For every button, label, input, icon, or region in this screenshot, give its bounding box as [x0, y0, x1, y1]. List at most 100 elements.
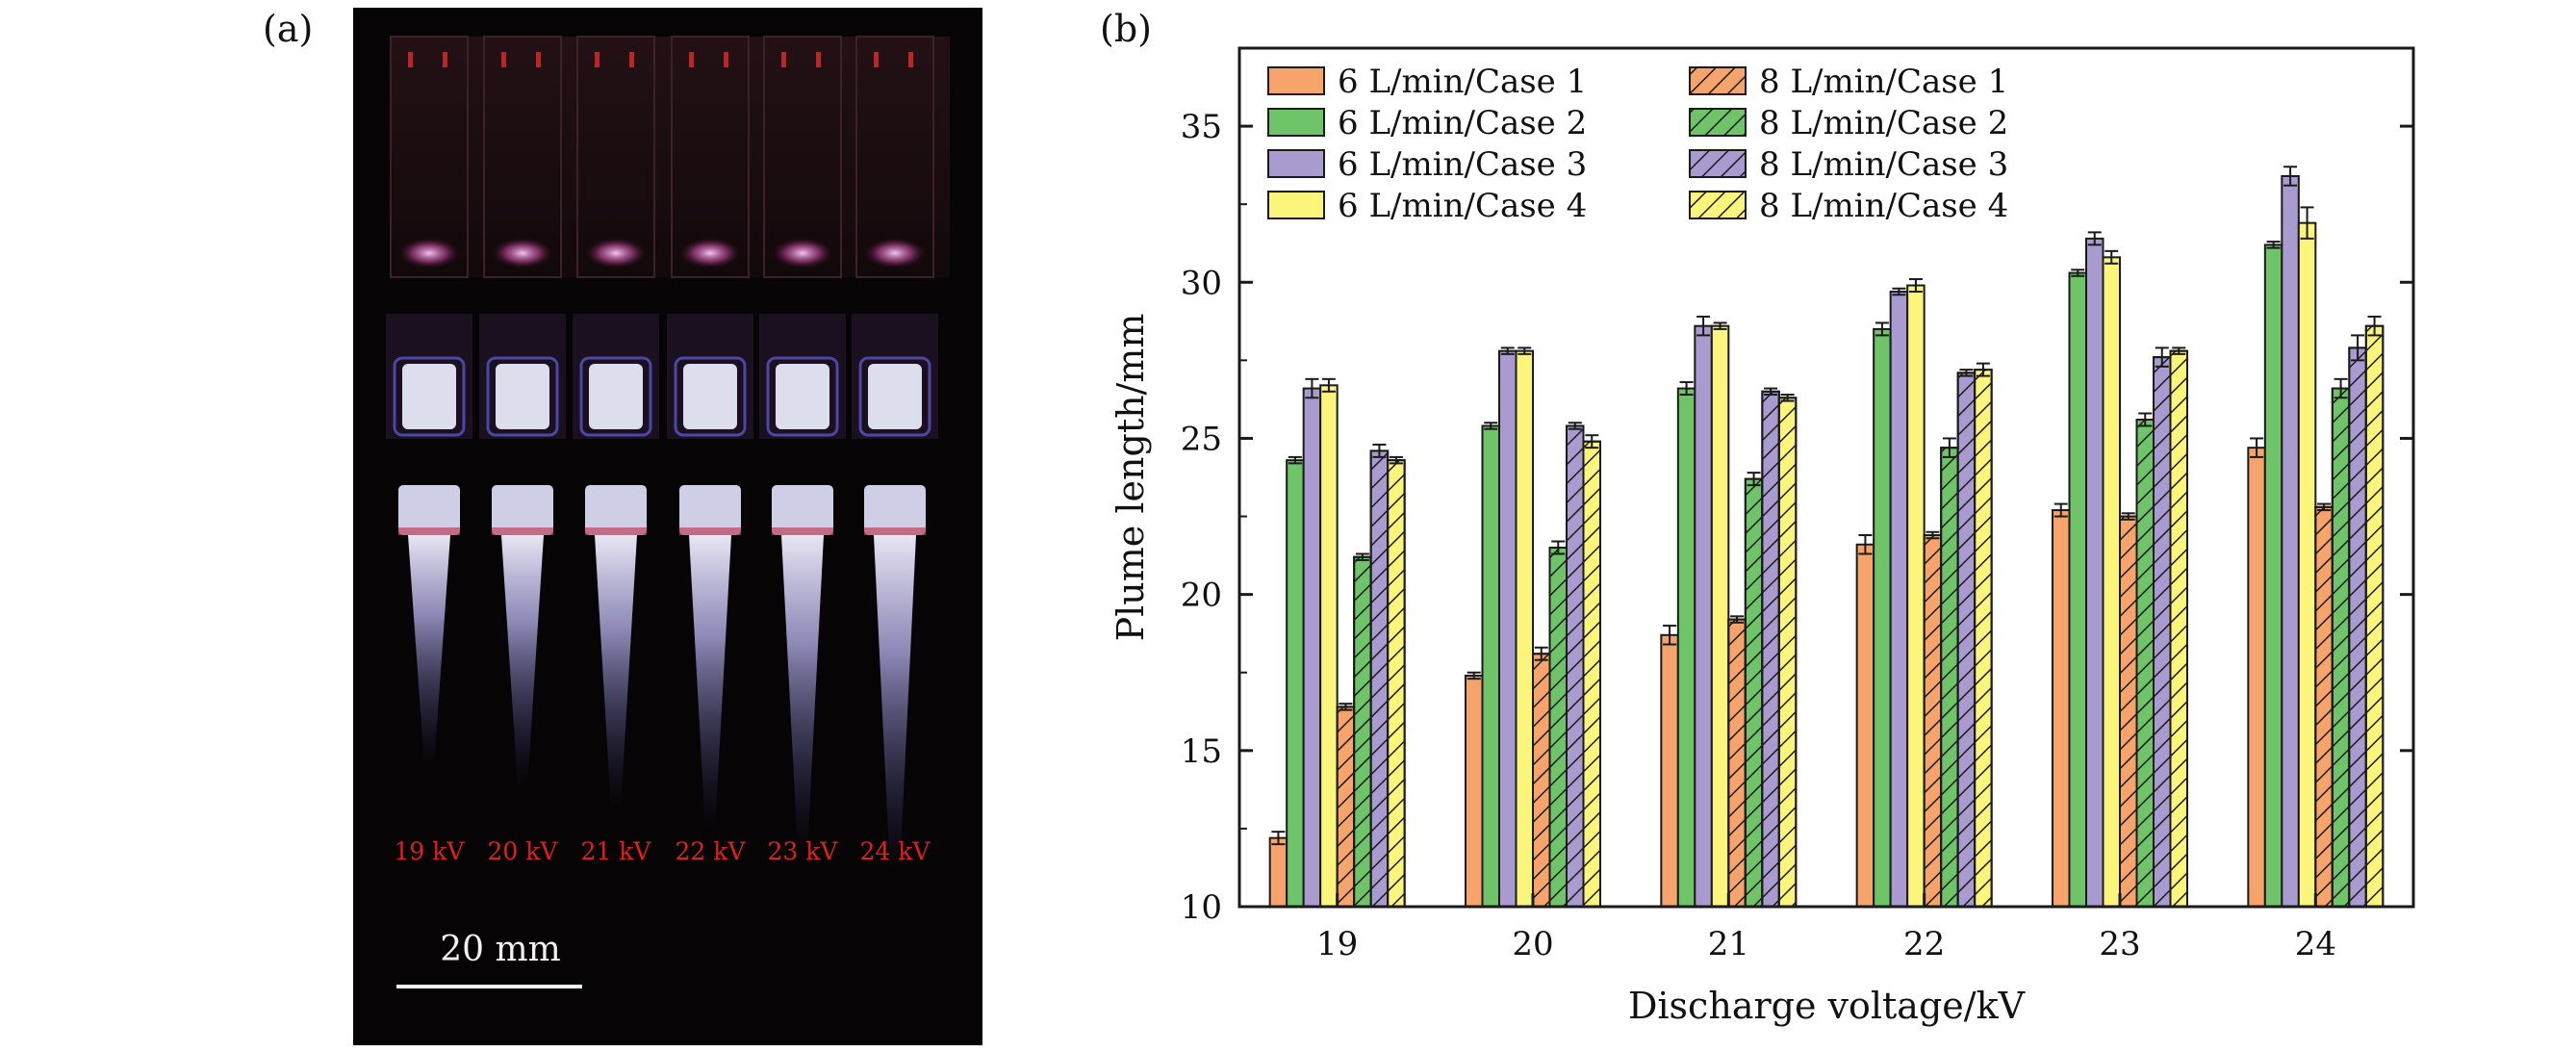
bar	[1302, 387, 1322, 909]
bar	[2068, 271, 2087, 908]
bar	[1286, 459, 1305, 908]
legend-label: 8 L/min/Case 4	[1759, 187, 2008, 225]
voltage-label: 23 kV	[768, 837, 839, 865]
y-tick-label: 35	[1181, 108, 1222, 146]
discharge-glow	[679, 238, 741, 269]
legend-label: 6 L/min/Case 3	[1338, 145, 1587, 184]
bar	[1515, 349, 1534, 908]
discharge-halo	[486, 356, 559, 437]
plasma-plume	[595, 535, 637, 808]
bar-hatch	[1582, 440, 1601, 908]
nozzle-glow	[679, 485, 741, 535]
x-tick-label: 23	[2099, 925, 2140, 963]
legend-swatch	[1267, 191, 1325, 219]
voltage-label: 20 kV	[488, 837, 559, 865]
bar-hatch	[1761, 390, 1780, 908]
jet-column	[852, 36, 938, 872]
jet-column	[386, 36, 472, 766]
y-axis-title: Plume length/mm	[1109, 314, 1152, 642]
legend-swatch-hatch	[1689, 66, 1747, 95]
x-tick-label: 20	[1512, 925, 1553, 963]
electrode-glow	[689, 52, 694, 67]
bar	[1660, 633, 1679, 908]
glass-tube	[763, 36, 842, 278]
nozzle-rim	[772, 527, 833, 535]
legend-label: 8 L/min/Case 2	[1759, 104, 2008, 142]
legend-swatch	[1267, 149, 1325, 178]
bar-hatch	[1956, 372, 1977, 908]
bar-hatch	[2364, 324, 2385, 908]
legend-entry: 8 L/min/Case 4	[1689, 187, 2008, 225]
nozzle-rim	[679, 527, 741, 535]
bar-hatch	[2153, 356, 2172, 908]
discharge-halo	[393, 356, 466, 437]
discharge-core	[589, 364, 643, 429]
y-tick-label: 10	[1181, 888, 1222, 927]
bar	[1465, 674, 1484, 908]
nozzle-glow	[864, 485, 926, 535]
legend-swatch-hatch	[1689, 149, 1747, 178]
discharge-halo	[766, 356, 839, 437]
discharge-glow	[772, 238, 833, 269]
discharge-halo	[858, 356, 931, 437]
bar-hatch	[2119, 515, 2138, 909]
bar-hatch	[2314, 505, 2334, 909]
discharge-glow	[398, 238, 460, 269]
voltage-label: 22 kV	[676, 837, 747, 865]
scale-bar-label: 20 mm	[440, 930, 561, 969]
electrode-glow	[874, 52, 879, 67]
legend-entry: 8 L/min/Case 2	[1689, 104, 2008, 142]
voltage-label: 19 kV	[395, 837, 466, 865]
bar	[2297, 221, 2317, 909]
jet-column	[759, 36, 846, 851]
nozzle-glow	[492, 485, 553, 535]
discharge-glow	[585, 238, 647, 269]
bar	[2281, 174, 2300, 909]
glass-tube	[671, 36, 750, 278]
bar	[1873, 327, 1892, 909]
legend-label: 8 L/min/Case 3	[1759, 145, 2008, 184]
jet-column	[667, 36, 753, 830]
jet-column	[573, 36, 659, 808]
bar-hatch	[1387, 459, 1406, 908]
discharge-halo	[579, 356, 652, 437]
plasma-jet-photo: 19 kV 20 kV 21 kV 22 kV 23 kV 24 kV 20 mm	[353, 8, 982, 1045]
bar	[2102, 256, 2121, 909]
bar	[1889, 291, 1909, 908]
bar-hatch	[1548, 546, 1568, 908]
x-tick-label: 24	[2295, 925, 2336, 963]
electrode-glow	[501, 52, 506, 67]
electrode-glow	[443, 52, 447, 67]
bar	[1710, 324, 1730, 908]
x-tick-label: 22	[1903, 925, 1945, 963]
electrode-glow	[724, 52, 728, 67]
bar	[1906, 284, 1926, 908]
panel-a-label: (a)	[263, 8, 314, 50]
discharge-glow	[492, 238, 553, 269]
bar-hatch	[1744, 477, 1764, 908]
plasma-plume	[874, 535, 916, 872]
legend-entry: 6 L/min/Case 1	[1267, 63, 1587, 101]
nozzle-glow	[398, 485, 460, 535]
legend-swatch	[1267, 108, 1325, 137]
photo-drawing: 19 kV 20 kV 21 kV 22 kV 23 kV 24 kV 20 mm	[353, 8, 982, 1045]
electrode-glow	[816, 52, 821, 67]
bar	[1481, 424, 1500, 908]
plasma-plume	[689, 535, 731, 830]
voltage-label: 24 kV	[860, 837, 931, 865]
x-tick-label: 19	[1316, 925, 1358, 963]
bar-hatch	[1566, 424, 1585, 908]
legend-label: 6 L/min/Case 2	[1338, 104, 1587, 142]
bar	[2052, 509, 2071, 908]
discharge-glow	[864, 238, 926, 269]
bar-hatch	[1727, 618, 1747, 908]
electrode-glow	[536, 52, 541, 67]
discharge-core	[496, 364, 549, 429]
bar-hatch	[2331, 387, 2351, 909]
legend-label: 6 L/min/Case 1	[1338, 63, 1587, 101]
legend-entry: 6 L/min/Case 4	[1267, 187, 1587, 225]
legend-label: 8 L/min/Case 1	[1759, 63, 2008, 101]
jet-column	[479, 36, 566, 787]
